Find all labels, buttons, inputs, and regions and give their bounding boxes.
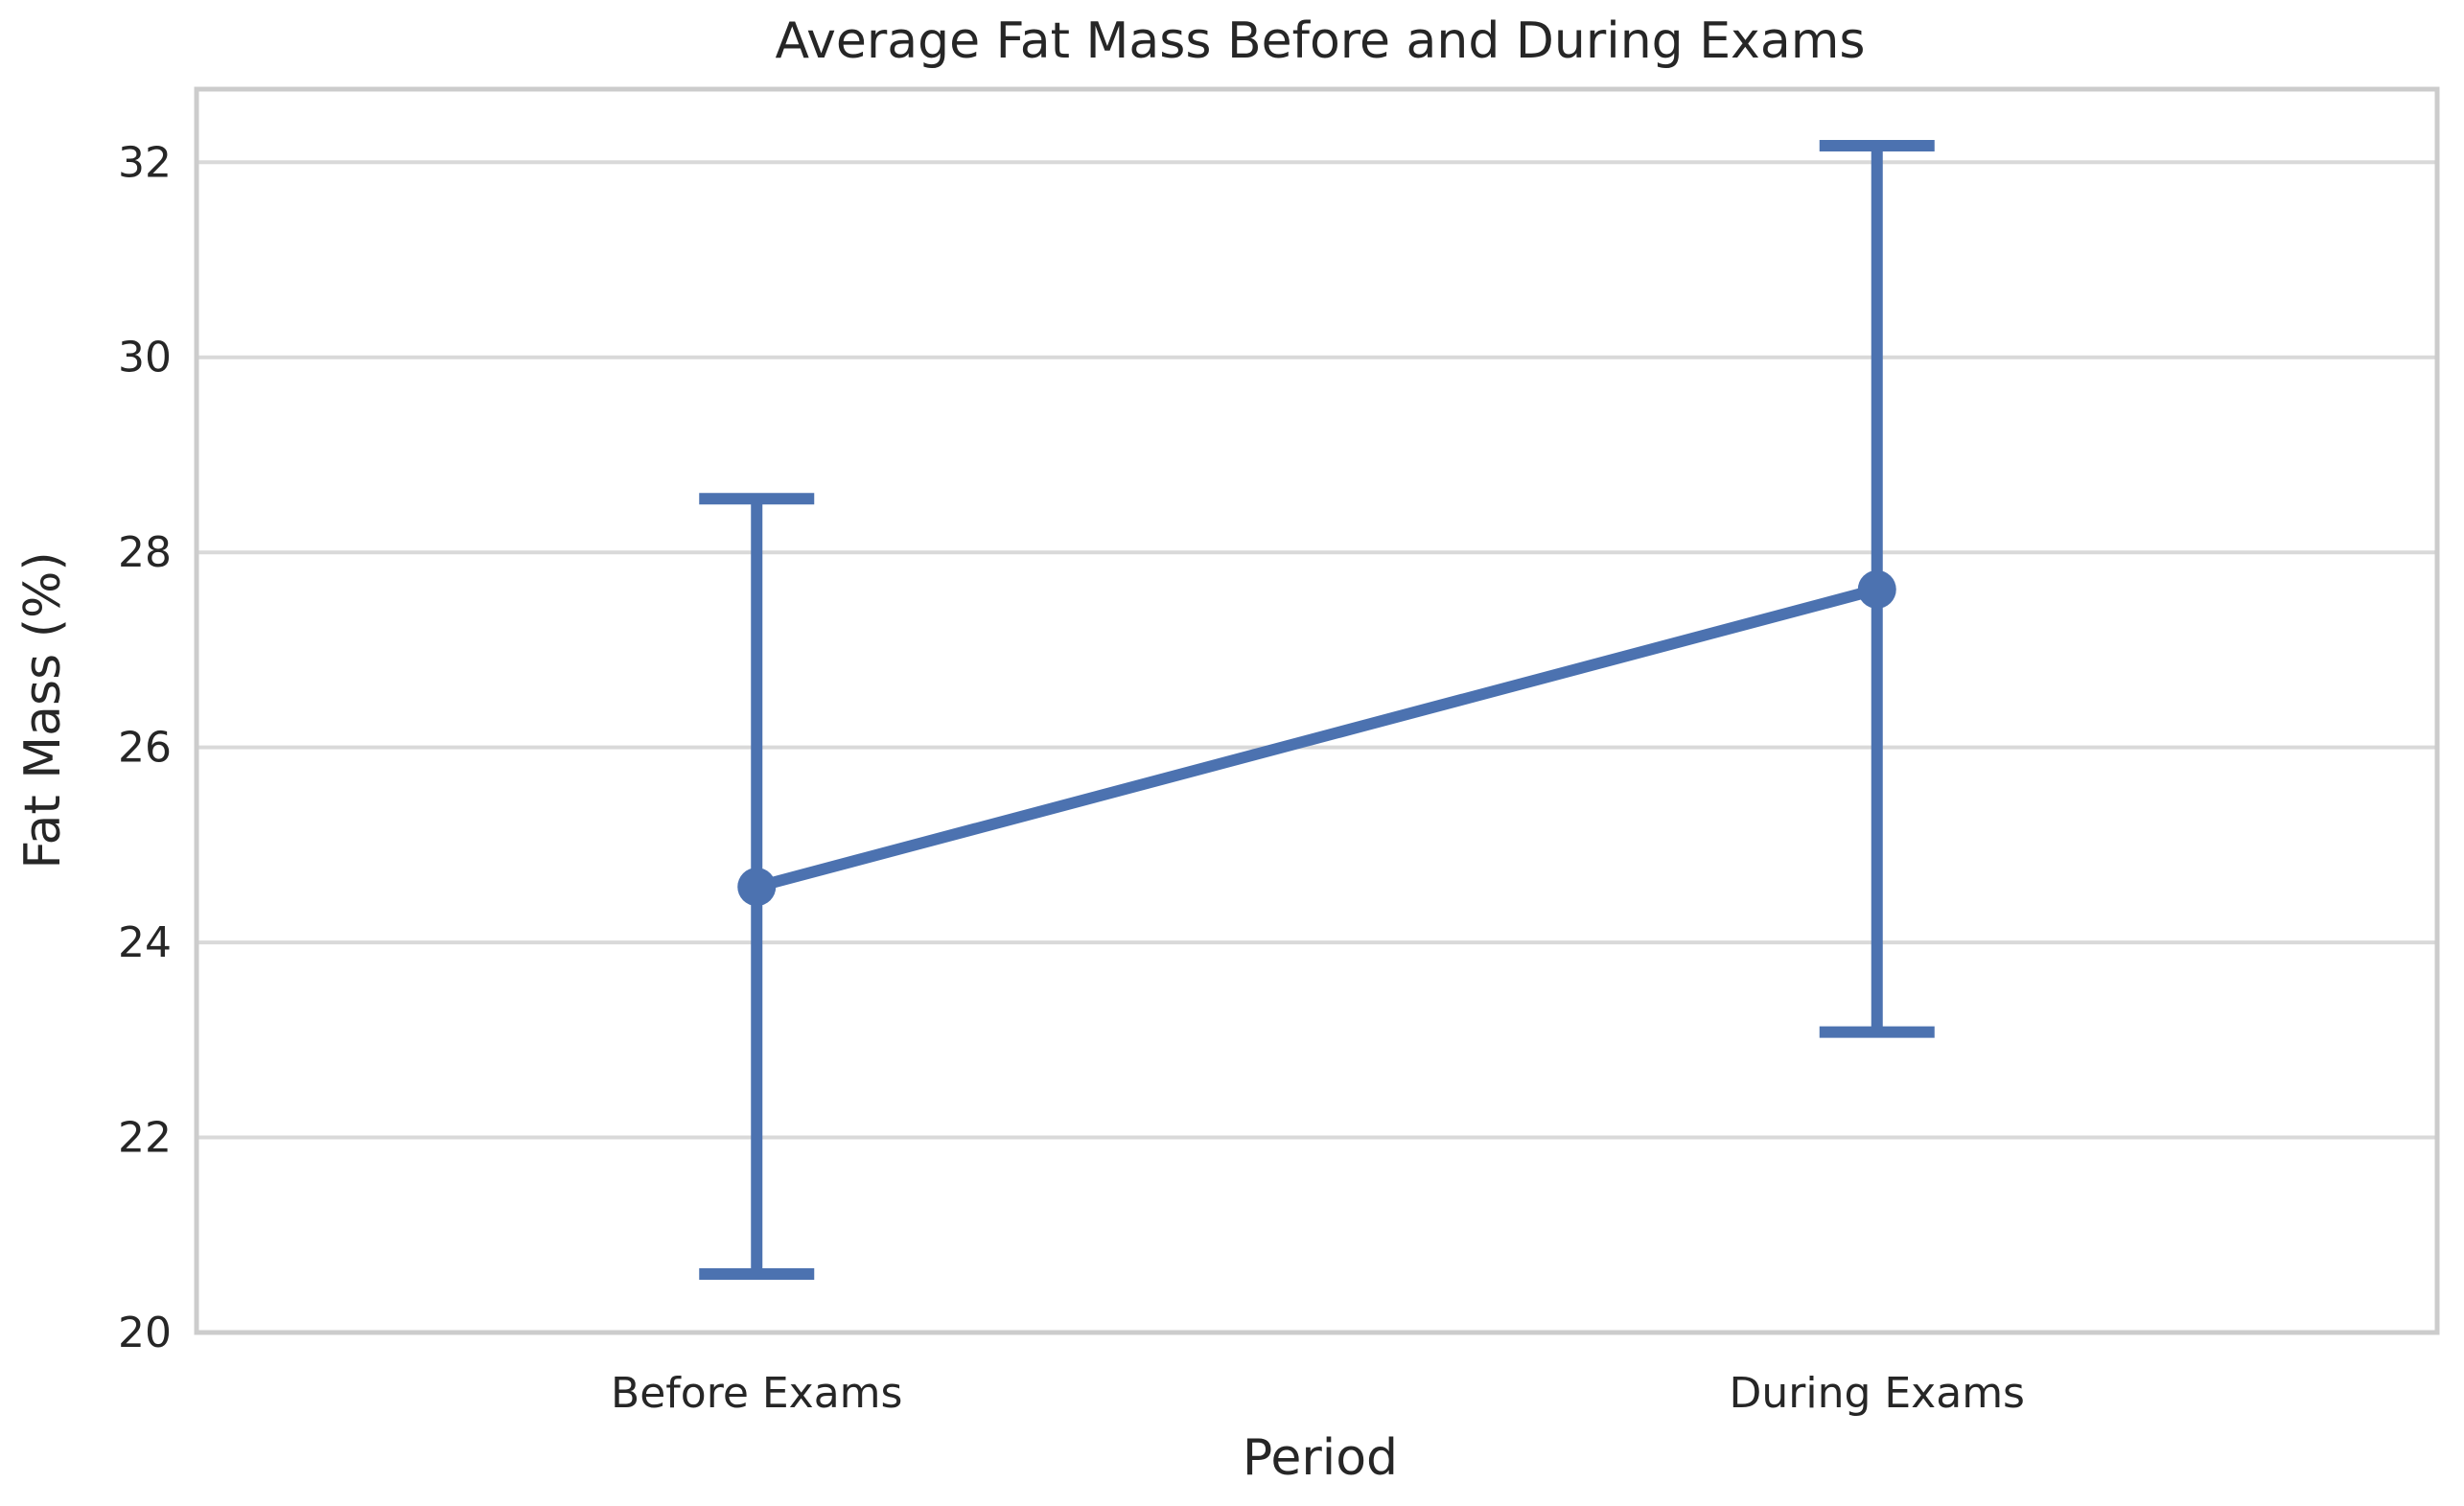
y-tick-label: 24 [118, 918, 172, 967]
x-tick-label: Before Exams [611, 1369, 902, 1418]
series-line [755, 584, 1879, 892]
y-tick-label: 20 [118, 1309, 172, 1357]
plot-frame [194, 86, 2440, 1335]
x-axis-label: Period [1243, 1429, 1398, 1487]
x-tick-labels: Before Exams During Exams [611, 1369, 2025, 1418]
y-tick-label: 22 [118, 1114, 172, 1163]
data-point [737, 868, 777, 907]
x-tick-label: During Exams [1730, 1369, 2025, 1418]
chart-title: Average Fat Mass Before and During Exams [776, 12, 1866, 70]
y-tick-label: 26 [118, 724, 172, 773]
data-point [1857, 569, 1896, 609]
y-tick-label: 32 [118, 138, 172, 187]
grid-layer [197, 160, 2437, 1140]
y-tick-labels: 20 22 24 26 28 30 32 [118, 138, 172, 1357]
series-layer [699, 140, 1935, 1280]
y-axis-label: Fat Mass (%) [14, 551, 72, 869]
y-tick-label: 28 [118, 528, 172, 577]
y-tick-label: 30 [118, 334, 172, 382]
